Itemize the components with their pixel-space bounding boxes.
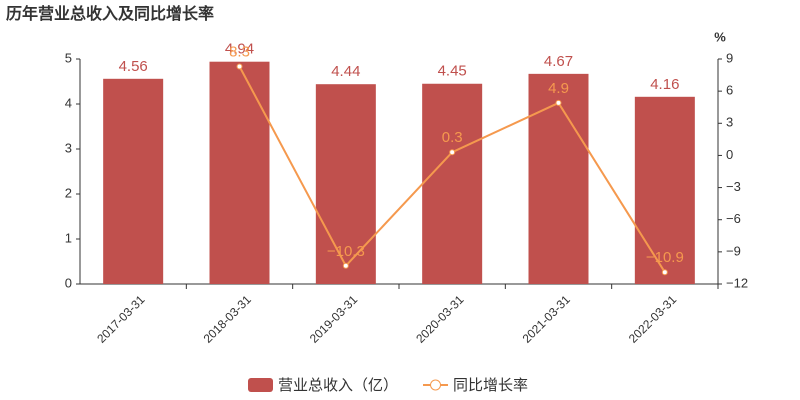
y2-tick-label: −6 [726,211,741,226]
y-tick-label: 1 [65,230,72,245]
y-tick-label: 4 [65,95,72,110]
x-tick-label: 2017-03-31 [94,292,148,346]
bar [315,84,376,284]
bar-value-label: 4.16 [650,76,679,93]
legend-swatch [248,378,273,392]
line-point [661,269,668,276]
bar [528,73,589,284]
y2-tick-label: 0 [726,147,733,162]
line-value-label: −10.9 [646,249,684,266]
y2-tick-label: −3 [726,179,741,194]
y-tick-label: 2 [65,185,72,200]
bar [209,61,270,285]
bar-value-label: 4.44 [331,63,360,80]
x-tick-label: 2019-03-31 [307,292,361,346]
bar-value-label: 4.56 [119,58,148,75]
bar [634,96,695,284]
bar [422,83,483,284]
line-point [342,262,349,269]
x-tick-label: 2018-03-31 [201,292,255,346]
y2-tick-label: 3 [726,115,733,130]
legend-label: 同比增长率 [453,377,528,394]
x-tick-label: 2022-03-31 [626,292,680,346]
y2-tick-label: 6 [726,83,733,98]
y2-tick-label: −12 [726,275,748,290]
bar [103,78,164,284]
line-value-label: 4.9 [548,80,569,97]
y-tick-label: 3 [65,140,72,155]
line-point [236,63,243,70]
bar-value-label: 4.94 [225,41,254,58]
bar-value-label: 4.67 [544,53,573,70]
y-tick-label: 5 [65,50,72,65]
chart-title: 历年营业总收入及同比增长率 [6,4,214,23]
line-point [449,149,456,156]
line-point [555,99,562,106]
x-tick-label: 2020-03-31 [413,292,467,346]
legend-swatch [430,379,442,391]
y2-tick-label: −9 [726,243,741,258]
legend-label: 营业总收入（亿） [278,377,398,394]
y2-tick-label: 9 [726,50,733,65]
line-value-label: 0.3 [442,129,463,146]
y-tick-label: 0 [65,275,72,290]
bar-value-label: 4.45 [438,63,467,80]
y2-unit: % [714,29,726,44]
line-value-label: −10.3 [327,243,365,260]
line-value-label: 8.3 [229,43,250,60]
x-tick-label: 2021-03-31 [520,292,574,346]
